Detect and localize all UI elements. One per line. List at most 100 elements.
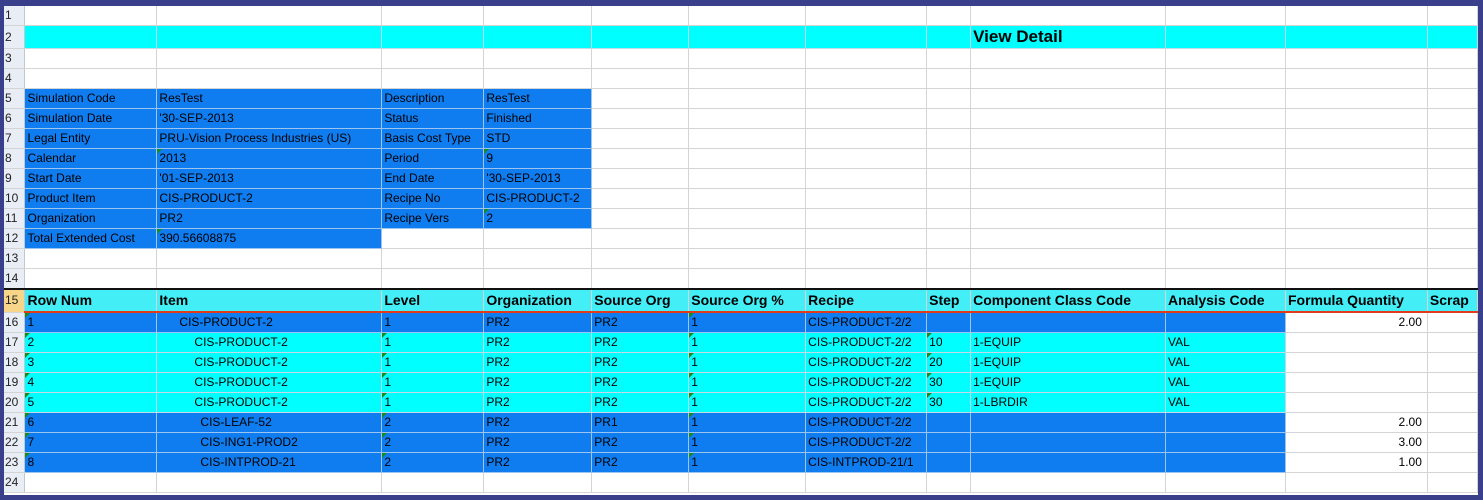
- column-header[interactable]: Source Org: [591, 288, 690, 313]
- table-cell[interactable]: 1: [688, 372, 807, 393]
- table-cell[interactable]: 30: [926, 392, 972, 413]
- row-header[interactable]: 24: [4, 472, 26, 493]
- cell[interactable]: [591, 208, 690, 229]
- info-value[interactable]: ResTest: [483, 88, 593, 109]
- cell[interactable]: [1427, 25, 1478, 49]
- table-cell[interactable]: PR2: [591, 372, 690, 393]
- table-cell[interactable]: VAL: [1165, 392, 1286, 413]
- row-header[interactable]: 14: [4, 268, 26, 290]
- column-header[interactable]: Level: [381, 288, 485, 313]
- info-label[interactable]: Simulation Code: [24, 88, 158, 109]
- cell[interactable]: [926, 6, 972, 26]
- cell[interactable]: [688, 248, 807, 269]
- table-cell[interactable]: 2: [24, 332, 158, 353]
- cell[interactable]: [926, 128, 972, 149]
- cell[interactable]: [1165, 88, 1286, 109]
- table-cell[interactable]: PR2: [483, 352, 593, 373]
- info-value[interactable]: 9: [483, 148, 593, 169]
- cell[interactable]: [1165, 208, 1286, 229]
- cell[interactable]: [1285, 168, 1428, 189]
- cell[interactable]: [970, 228, 1167, 249]
- table-cell[interactable]: CIS-PRODUCT-2/2: [805, 312, 928, 333]
- cell[interactable]: [970, 268, 1167, 290]
- table-cell[interactable]: [926, 312, 972, 333]
- cell[interactable]: [381, 228, 485, 249]
- cell[interactable]: [805, 25, 928, 49]
- cell[interactable]: [926, 148, 972, 169]
- info-value[interactable]: Finished: [483, 108, 593, 129]
- table-cell[interactable]: CIS-PRODUCT-2/2: [805, 392, 928, 413]
- table-cell[interactable]: PR2: [591, 432, 690, 453]
- row-header[interactable]: 8: [4, 148, 26, 169]
- cell[interactable]: [24, 248, 158, 269]
- cell[interactable]: [688, 268, 807, 290]
- cell[interactable]: [156, 25, 383, 49]
- table-cell[interactable]: PR2: [591, 452, 690, 473]
- info-value[interactable]: '30-SEP-2013: [483, 168, 593, 189]
- cell[interactable]: [591, 168, 690, 189]
- table-cell[interactable]: [1285, 372, 1428, 393]
- cell[interactable]: [591, 228, 690, 249]
- cell[interactable]: [591, 68, 690, 89]
- cell[interactable]: [926, 208, 972, 229]
- info-label[interactable]: Basis Cost Type: [381, 128, 485, 149]
- cell[interactable]: [926, 472, 972, 493]
- table-cell[interactable]: CIS-PRODUCT-2/2: [805, 412, 928, 433]
- cell[interactable]: [926, 48, 972, 69]
- cell[interactable]: [1165, 6, 1286, 26]
- row-header[interactable]: 23: [4, 452, 26, 473]
- table-cell[interactable]: [926, 432, 972, 453]
- cell[interactable]: [926, 168, 972, 189]
- table-cell[interactable]: VAL: [1165, 352, 1286, 373]
- cell[interactable]: [926, 68, 972, 89]
- table-cell[interactable]: 1: [381, 392, 485, 413]
- table-cell[interactable]: 2.00: [1285, 412, 1428, 433]
- table-cell[interactable]: [1165, 432, 1286, 453]
- cell[interactable]: [24, 68, 158, 89]
- cell[interactable]: [805, 228, 928, 249]
- cell[interactable]: [24, 6, 158, 26]
- cell[interactable]: [381, 248, 485, 269]
- table-cell[interactable]: 1: [688, 352, 807, 373]
- table-cell[interactable]: CIS-LEAF-52: [156, 412, 383, 433]
- table-cell[interactable]: 6: [24, 412, 158, 433]
- info-value[interactable]: ResTest: [156, 88, 383, 109]
- row-header[interactable]: 13: [4, 248, 26, 269]
- column-header[interactable]: Step: [926, 288, 972, 313]
- cell[interactable]: [1427, 168, 1478, 189]
- row-header[interactable]: 21: [4, 412, 26, 433]
- column-header[interactable]: Analysis Code: [1165, 288, 1286, 313]
- cell[interactable]: [483, 228, 593, 249]
- cell[interactable]: [1165, 25, 1286, 49]
- cell[interactable]: [926, 188, 972, 209]
- cell[interactable]: [1285, 268, 1428, 290]
- cell[interactable]: [805, 188, 928, 209]
- cell[interactable]: [688, 48, 807, 69]
- info-value[interactable]: 390.56608875: [156, 228, 383, 249]
- table-cell[interactable]: [1427, 392, 1478, 413]
- table-cell[interactable]: [970, 452, 1167, 473]
- cell[interactable]: [688, 108, 807, 129]
- table-cell[interactable]: [1427, 372, 1478, 393]
- cell[interactable]: [1427, 108, 1478, 129]
- column-header[interactable]: Source Org %: [688, 288, 807, 313]
- table-cell[interactable]: PR2: [483, 312, 593, 333]
- table-cell[interactable]: [1427, 332, 1478, 353]
- row-header[interactable]: 19: [4, 372, 26, 393]
- row-header[interactable]: 4: [4, 68, 26, 89]
- row-header[interactable]: 10: [4, 188, 26, 209]
- table-cell[interactable]: PR2: [591, 332, 690, 353]
- cell[interactable]: [381, 6, 485, 26]
- table-cell[interactable]: 1: [688, 452, 807, 473]
- cell[interactable]: [926, 248, 972, 269]
- cell[interactable]: [156, 6, 383, 26]
- table-cell[interactable]: 1-LBRDIR: [970, 392, 1167, 413]
- table-cell[interactable]: VAL: [1165, 332, 1286, 353]
- table-cell[interactable]: 2: [381, 412, 485, 433]
- cell[interactable]: [24, 25, 158, 49]
- table-cell[interactable]: PR2: [591, 352, 690, 373]
- table-cell[interactable]: PR2: [591, 312, 690, 333]
- cell[interactable]: [970, 128, 1167, 149]
- table-cell[interactable]: 4: [24, 372, 158, 393]
- cell[interactable]: [483, 48, 593, 69]
